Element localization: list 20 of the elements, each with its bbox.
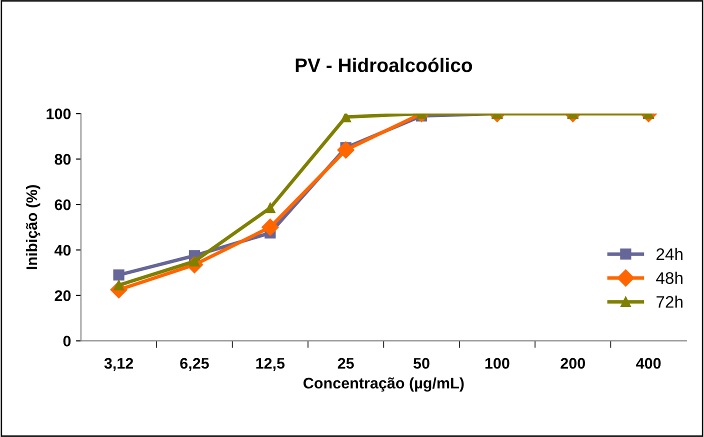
y-tick-label: 60 (54, 199, 71, 210)
x-tick-label: 400 (636, 358, 661, 369)
legend-label: 72h (656, 296, 682, 308)
x-tick-label: 100 (485, 358, 510, 369)
x-tick-label: 3,12 (104, 358, 134, 371)
y-tick-label: 0 (63, 336, 71, 347)
y-tick-label: 80 (54, 154, 71, 165)
y-tick-label: 100 (46, 108, 71, 120)
x-tick-label: 6,25 (180, 358, 209, 371)
x-axis-title: Concentração (µg/mL) (304, 377, 464, 392)
legend-label: 48h (656, 272, 682, 284)
x-tick-label: 200 (560, 358, 585, 369)
x-tick-label: 25 (338, 358, 354, 369)
y-tick-label: 20 (54, 290, 71, 302)
y-tick-label: 40 (54, 244, 71, 256)
chart-title: PV - Hidroalcoólico (296, 58, 472, 72)
y-axis-title: Inibição (%) (26, 185, 40, 270)
x-tick-label: 50 (413, 358, 430, 369)
x-tick-label: 12,5 (256, 358, 285, 371)
legend-label: 24h (656, 248, 682, 260)
